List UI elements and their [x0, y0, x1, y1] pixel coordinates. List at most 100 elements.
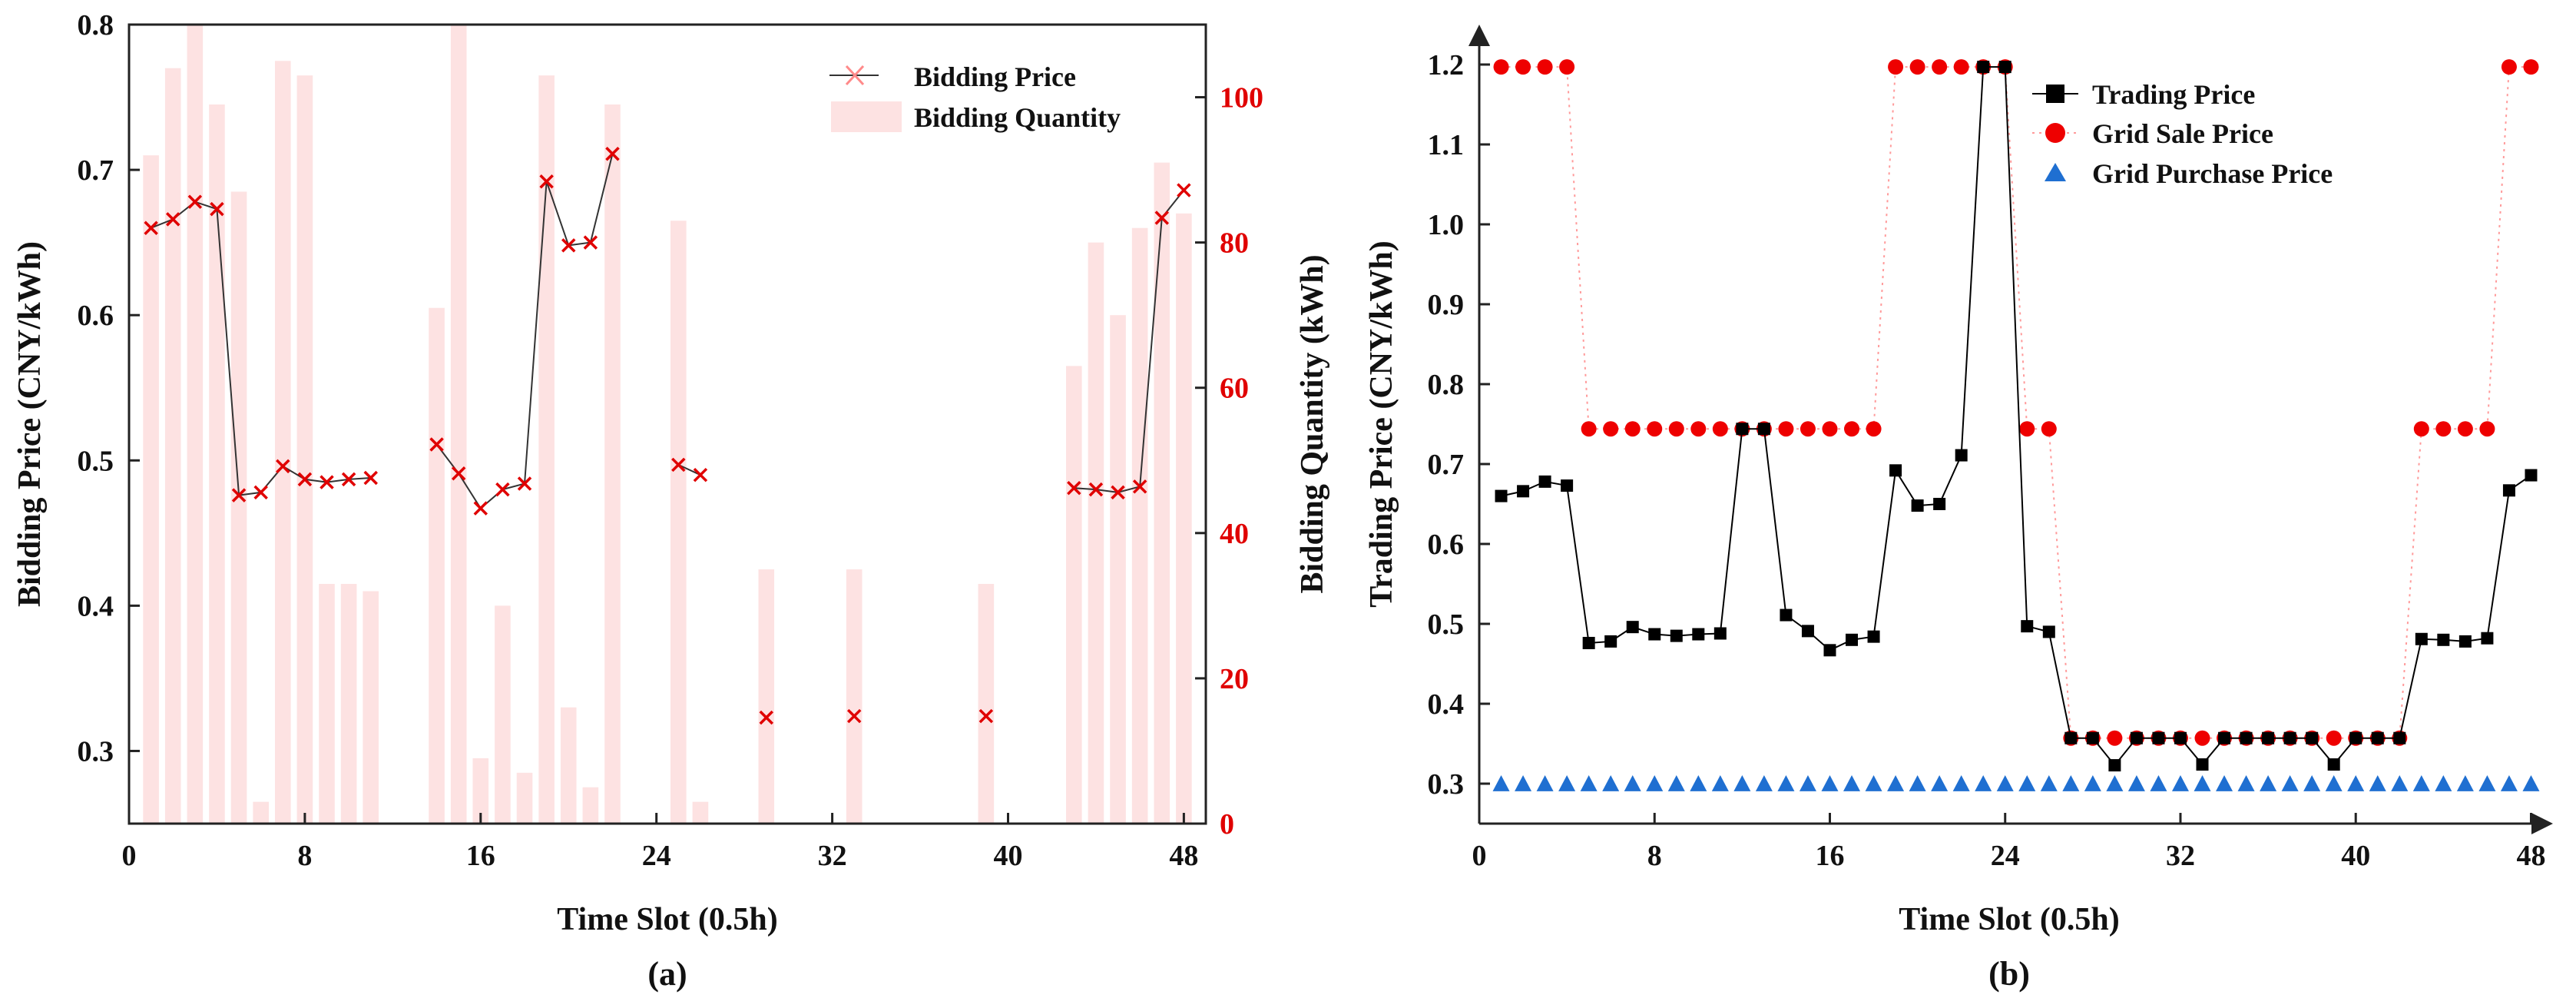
quantity-bar [319, 584, 335, 824]
price-marker [1177, 183, 1191, 197]
price-marker [231, 488, 247, 502]
price-marker [517, 476, 532, 491]
price-marker [671, 457, 686, 472]
trading-price-point [2130, 731, 2143, 744]
quantity-bar [495, 605, 511, 824]
grid-sale-price-point [1778, 421, 1794, 437]
grid-purchase-price-point [2281, 775, 2299, 791]
grid-purchase-price-point [1975, 775, 1992, 791]
grid-purchase-price-point [1667, 775, 1685, 791]
grid-purchase-price-point [1690, 775, 1707, 791]
price-marker-stroke [517, 476, 532, 491]
grid-purchase-price-point [2106, 775, 2124, 791]
grid-purchase-price-point [2303, 775, 2321, 791]
grid-purchase-price-point [2369, 775, 2386, 791]
quantity-bar [209, 104, 225, 824]
grid-sale-price-point [2194, 730, 2210, 746]
legend-grid-sale-price-marker [2045, 123, 2065, 143]
y-tick-left-label: 0.7 [78, 154, 114, 187]
trading-price-point [1538, 475, 1551, 488]
price-marker [605, 147, 620, 161]
price-marker-stroke [451, 466, 466, 481]
trading-price-point [1517, 485, 1530, 498]
chart-a-x-label: Time Slot (0.5h) [557, 902, 777, 937]
grid-sale-price-point [2413, 421, 2429, 437]
trading-price-point [2108, 759, 2121, 772]
grid-sale-price-point [1932, 59, 1948, 75]
legend-trading-price-label: Trading Price [2092, 79, 2255, 110]
x-tick-label: 48 [2516, 840, 2545, 872]
price-marker [165, 212, 180, 227]
grid-purchase-price-point [2478, 775, 2496, 791]
price-marker-stroke [539, 174, 554, 189]
chart-a-y-ticks-left: 0.3 0.4 0.5 0.6 0.7 0.8 [78, 9, 140, 768]
grid-sale-price-point [2501, 59, 2517, 75]
trading-price-point [2196, 758, 2209, 771]
grid-purchase-price-point [1952, 775, 1970, 791]
y-tick-left-label: 0.6 [78, 300, 114, 332]
trading-price-point [2502, 484, 2515, 497]
grid-purchase-price-point [1646, 775, 1664, 791]
price-marker [978, 708, 994, 724]
grid-purchase-price-point [2500, 775, 2518, 791]
y-tick-label: 1.1 [1428, 129, 1465, 161]
y-tick-right-label: 60 [1220, 373, 1249, 405]
trading-price-point [1626, 621, 1639, 634]
y-tick-right-label: 20 [1220, 663, 1249, 695]
quantity-bar [340, 584, 357, 824]
legend-bidding-quantity-swatch [831, 101, 902, 132]
x-tick-label: 48 [1169, 840, 1198, 872]
x-tick-label: 16 [1815, 840, 1844, 872]
x-tick-label: 8 [297, 840, 312, 872]
grid-purchase-price-point [1711, 775, 1729, 791]
grid-sale-price-point [1515, 59, 1531, 75]
trading-price-point [2393, 731, 2406, 744]
y-tick-label: 0.3 [1428, 768, 1465, 801]
y-tick-left-label: 0.4 [78, 590, 114, 622]
grid-sale-price-point [2457, 421, 2473, 437]
legend-grid-purchase-price-label: Grid Purchase Price [2092, 158, 2333, 189]
x-tick-label: 32 [818, 840, 847, 872]
legend-grid-purchase-price-marker [2045, 163, 2066, 181]
quantity-bar [758, 569, 775, 824]
y-tick-label: 1.0 [1428, 209, 1465, 241]
price-marker [253, 485, 268, 500]
price-marker [210, 201, 224, 217]
price-marker [1067, 480, 1081, 496]
price-marker [561, 238, 576, 253]
grid-purchase-price-point [2237, 775, 2255, 791]
trading-price-point [1582, 636, 1595, 649]
grid-purchase-price-point [2084, 775, 2101, 791]
price-marker-stroke [561, 238, 576, 253]
grid-sale-price-point [1559, 59, 1575, 75]
grid-purchase-price-point [1865, 775, 1882, 791]
grid-sale-price-point [1844, 421, 1860, 437]
price-marker-stroke [473, 501, 488, 516]
grid-purchase-price-point [2260, 775, 2277, 791]
grid-purchase-price-point [2171, 775, 2189, 791]
grid-sale-price-point [1800, 421, 1816, 437]
price-marker-stroke [1111, 485, 1125, 500]
grid-sale-price-point [1712, 421, 1728, 437]
y-tick-label: 0.6 [1428, 529, 1465, 561]
grid-sale-price-point [1822, 421, 1838, 437]
grid-purchase-price-point [2325, 775, 2343, 791]
grid-sale-price-point [1624, 421, 1641, 437]
chart-b-x-label: Time Slot (0.5h) [1899, 902, 2119, 937]
grid-sale-price-point [2479, 421, 2495, 437]
trading-price-point [2371, 731, 2384, 744]
price-line-segment [677, 464, 701, 476]
trading-price-point [2152, 731, 2165, 744]
quantity-bar [143, 155, 159, 824]
trading-price-point [1495, 489, 1508, 502]
legend-bidding-price-label: Bidding Price [914, 61, 1076, 92]
trading-price-point [1867, 630, 1880, 643]
price-marker [144, 220, 158, 235]
grid-sale-price-point [1909, 59, 1925, 75]
price-marker-stroke [297, 472, 313, 487]
price-marker-stroke [341, 472, 356, 487]
quantity-bar [604, 104, 621, 824]
grid-sale-price-point [1668, 421, 1684, 437]
grid-sale-price-point [1647, 421, 1663, 437]
